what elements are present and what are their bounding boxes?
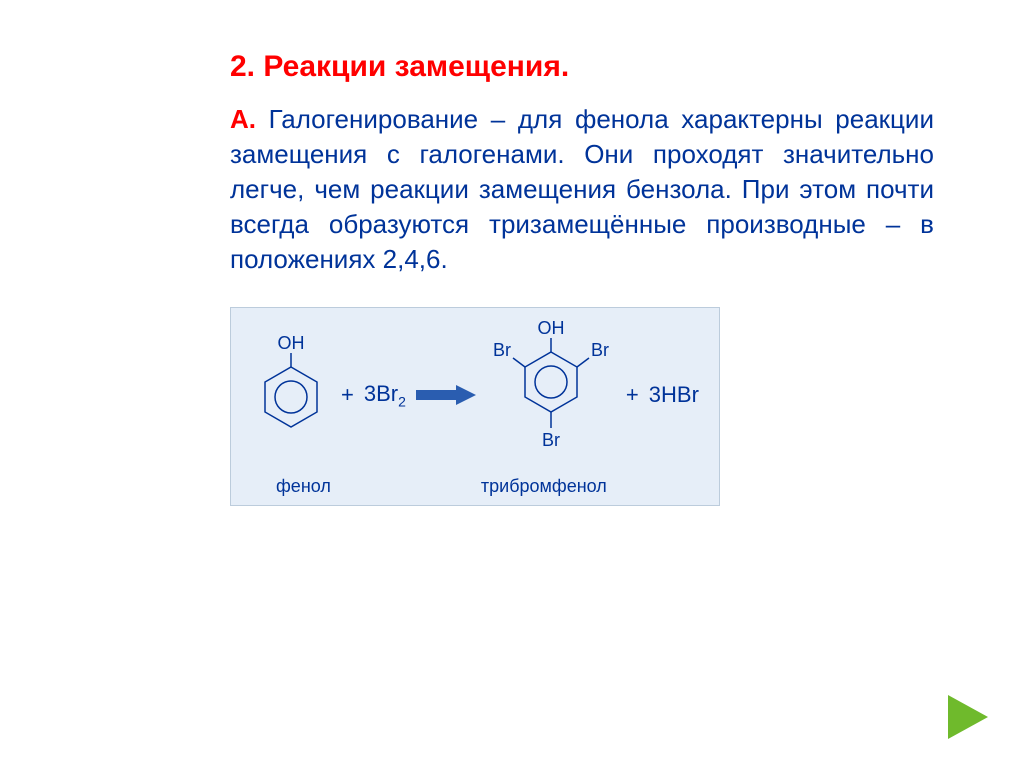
plus-sign-1: + xyxy=(341,382,354,408)
br-label-bottom: Br xyxy=(542,430,560,450)
product-tribromophenol: OH Br Br Br xyxy=(486,320,616,470)
reaction-diagram: OH + 3Br2 OH xyxy=(230,307,720,506)
heading-title: Реакции замещения. xyxy=(263,50,569,83)
reagent-subscript: 2 xyxy=(398,394,406,410)
reactant-name: фенол xyxy=(276,476,331,497)
body-paragraph: А. Галогенирование – для фенола характер… xyxy=(230,102,934,277)
reagent: 3Br2 xyxy=(364,381,406,409)
section-heading: 2. Реакции замещения. xyxy=(230,50,934,84)
reactant-phenol: OH xyxy=(251,335,331,455)
next-slide-button[interactable] xyxy=(948,695,988,739)
product-oh-label: OH xyxy=(537,320,564,338)
phenol-structure: OH xyxy=(251,335,331,455)
phenol-oh-label: OH xyxy=(278,335,305,353)
reaction-arrow-icon xyxy=(416,385,476,405)
br-label-top-right: Br xyxy=(591,340,609,360)
reagent-coef: 3 xyxy=(364,381,376,406)
plus-sign-2: + xyxy=(626,382,639,408)
byproduct: 3HBr xyxy=(649,382,699,408)
br-label-top-left: Br xyxy=(493,340,511,360)
tribromophenol-structure: OH Br Br Br xyxy=(486,320,616,470)
byproduct-formula: HBr xyxy=(661,382,699,407)
reagent-symbol: Br xyxy=(376,381,398,406)
byproduct-coef: 3 xyxy=(649,382,661,407)
heading-number: 2. xyxy=(230,50,255,83)
paragraph-text: Галогенирование – для фенола характерны … xyxy=(230,104,934,274)
paragraph-lead: А. xyxy=(230,104,256,134)
product-name: трибромфенол xyxy=(481,476,607,497)
